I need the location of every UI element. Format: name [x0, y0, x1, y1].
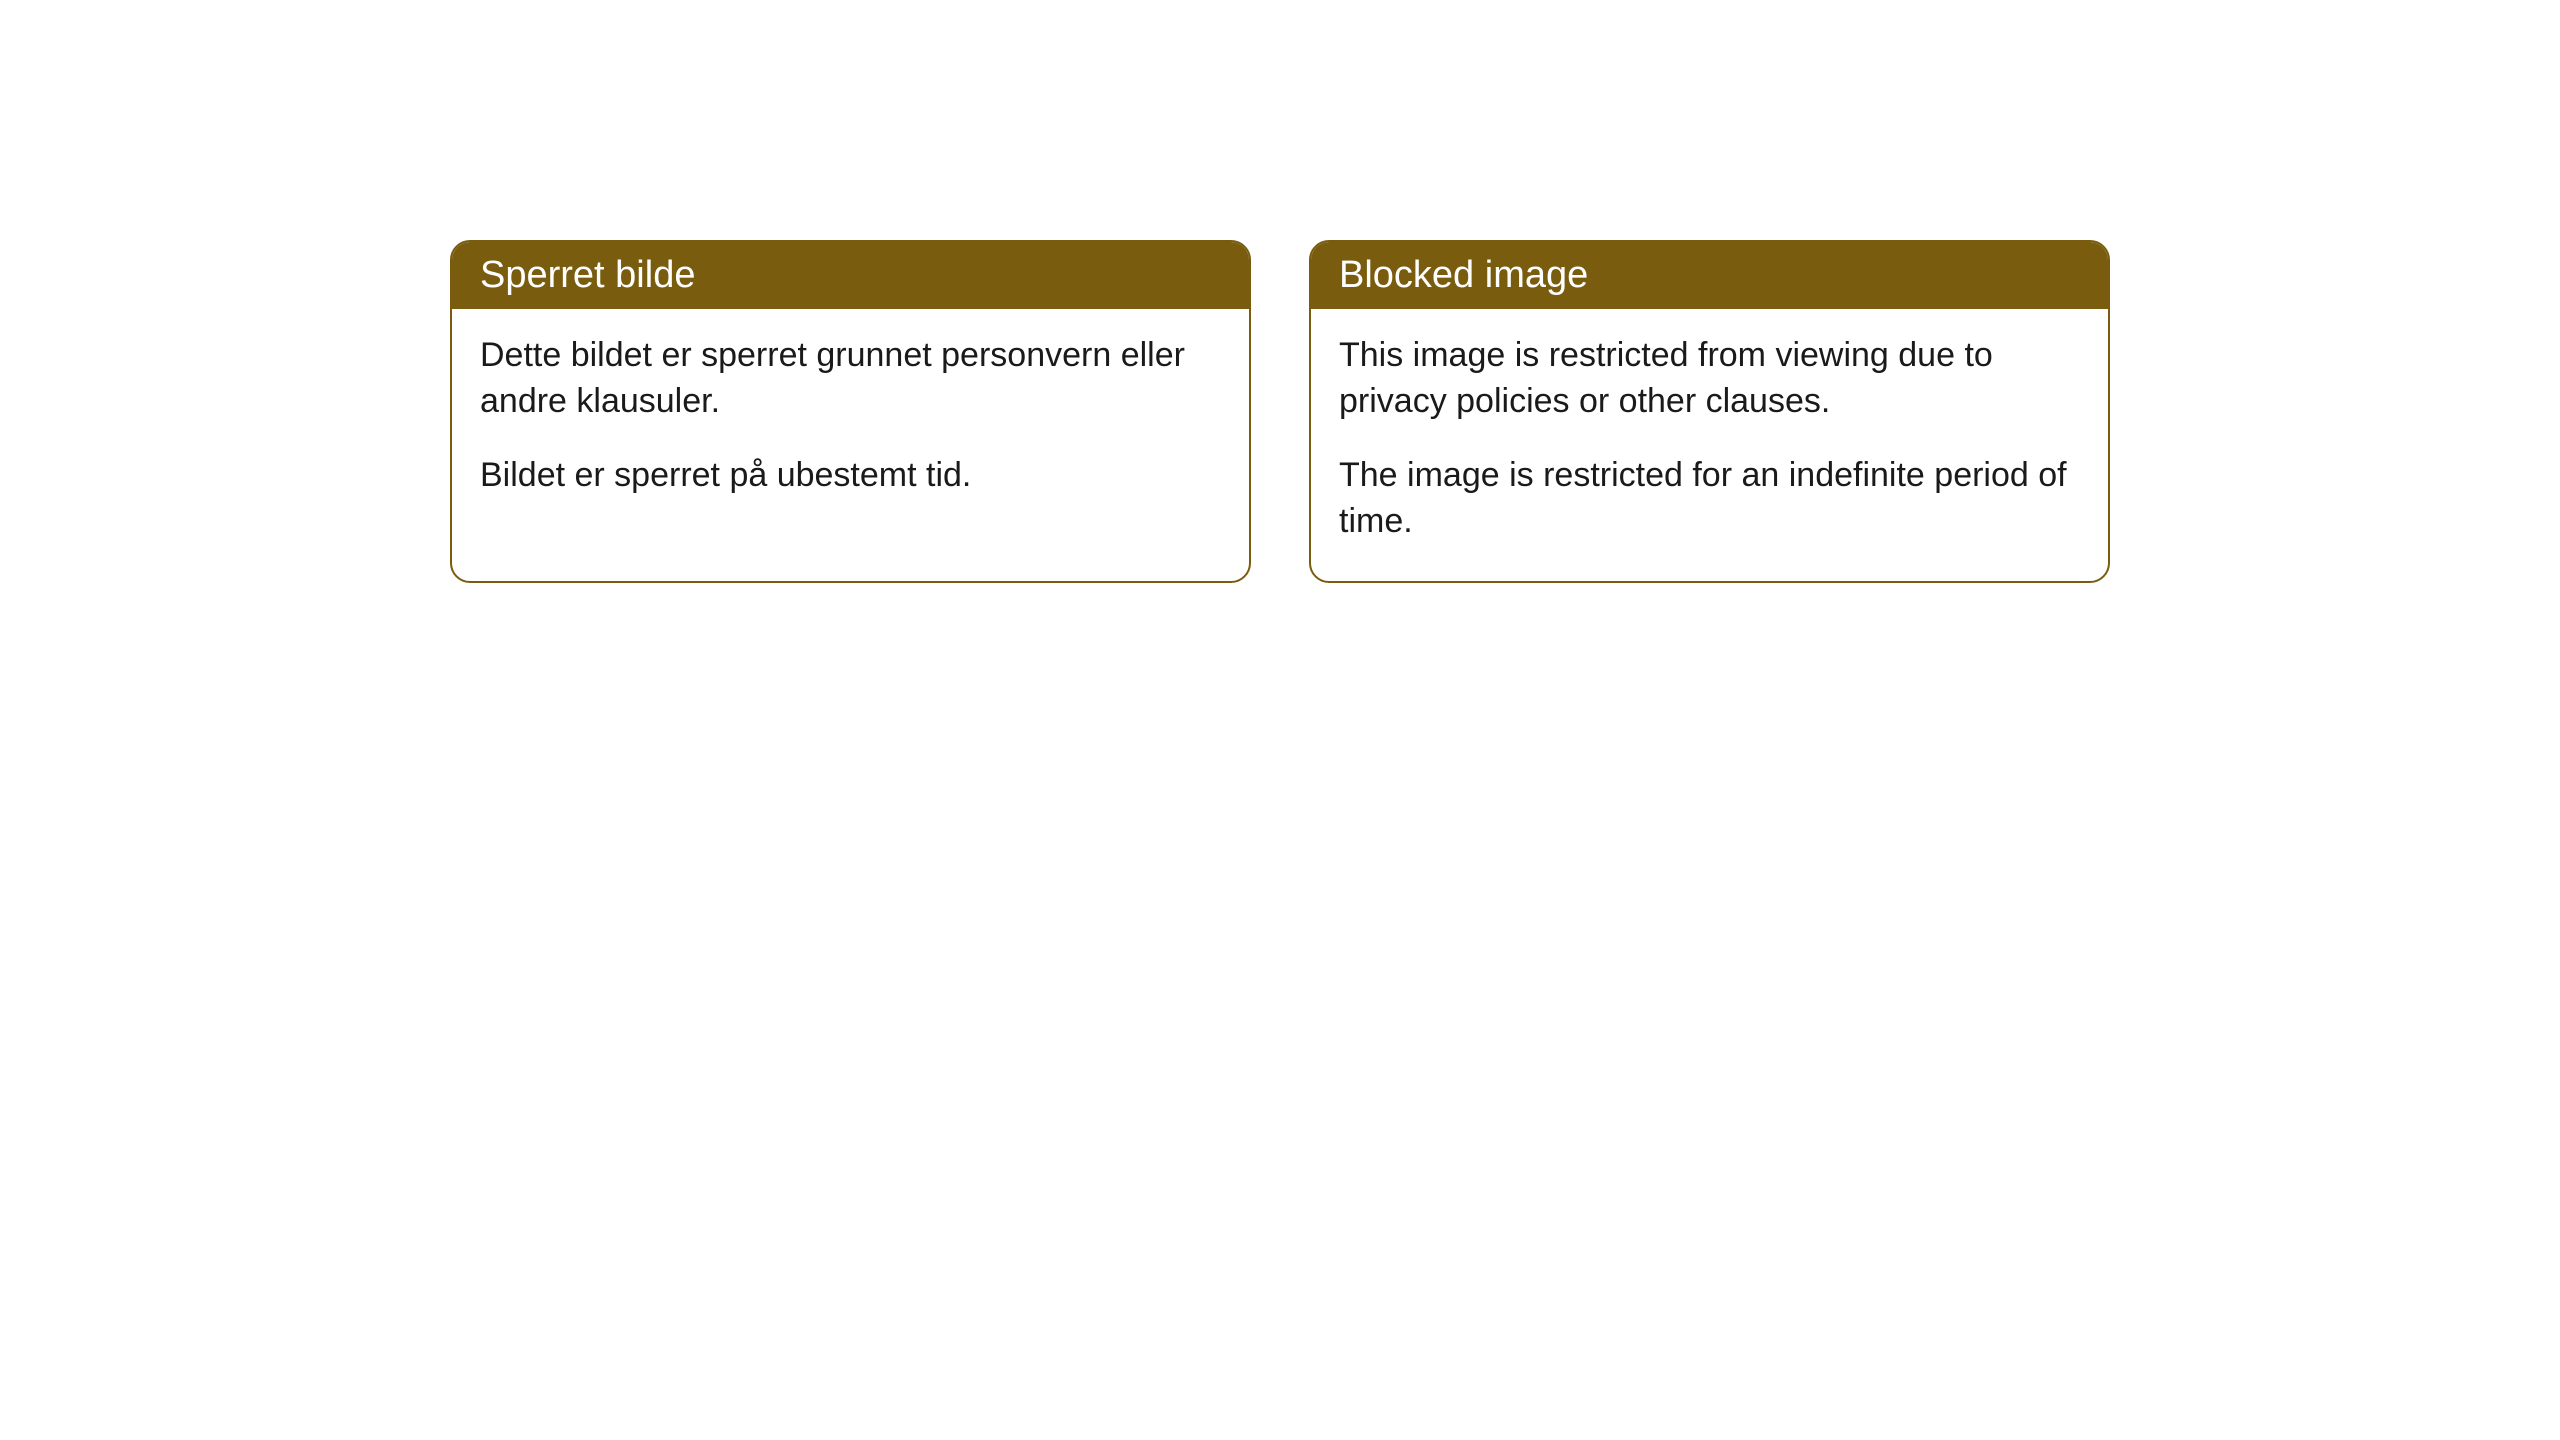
card-text-no-2: Bildet er sperret på ubestemt tid.	[480, 453, 1221, 499]
card-text-en-2: The image is restricted for an indefinit…	[1339, 453, 2080, 545]
blocked-image-card-no: Sperret bilde Dette bildet er sperret gr…	[450, 240, 1251, 583]
card-header-en: Blocked image	[1311, 242, 2108, 309]
card-body-no: Dette bildet er sperret grunnet personve…	[452, 309, 1249, 535]
blocked-image-card-en: Blocked image This image is restricted f…	[1309, 240, 2110, 583]
card-text-no-1: Dette bildet er sperret grunnet personve…	[480, 333, 1221, 425]
notice-cards-container: Sperret bilde Dette bildet er sperret gr…	[450, 240, 2110, 583]
card-header-no: Sperret bilde	[452, 242, 1249, 309]
card-text-en-1: This image is restricted from viewing du…	[1339, 333, 2080, 425]
card-body-en: This image is restricted from viewing du…	[1311, 309, 2108, 581]
